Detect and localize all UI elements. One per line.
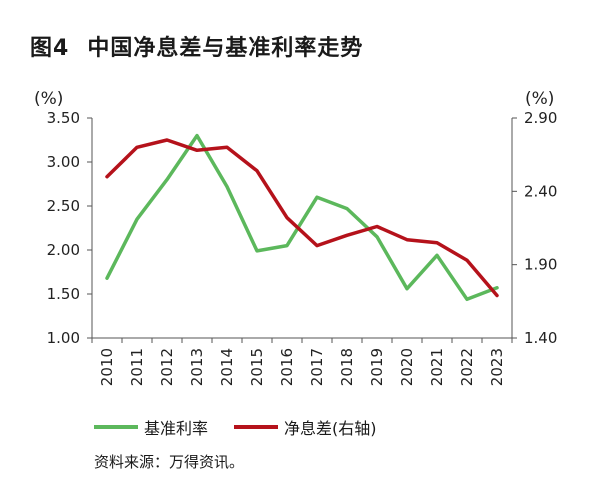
left-tick-label: 3.50 xyxy=(47,109,80,127)
x-tick-label: 2020 xyxy=(398,348,416,386)
nim-line xyxy=(105,138,499,298)
figure-label: 图4 xyxy=(30,36,70,61)
base-rate-point xyxy=(465,298,469,301)
nim-point xyxy=(345,234,349,237)
base-rate-point xyxy=(135,218,139,221)
x-tick-label: 2019 xyxy=(368,348,386,386)
left-tick-label: 1.00 xyxy=(47,329,80,347)
series-lines xyxy=(105,133,499,302)
nim-point xyxy=(225,146,229,149)
right-axis-unit: (%) xyxy=(525,89,554,109)
nim-point xyxy=(375,225,379,228)
base-rate-point xyxy=(495,286,499,290)
x-tick-label: 2011 xyxy=(128,348,146,386)
nim-point xyxy=(105,175,109,178)
x-tick-label: 2018 xyxy=(338,348,356,386)
x-tick-label: 2015 xyxy=(248,348,266,386)
x-tick-label: 2021 xyxy=(428,348,446,386)
right-tick-label: 2.40 xyxy=(524,182,557,200)
nim-point xyxy=(255,169,259,172)
legend-swatch-nim xyxy=(234,425,279,429)
base-rate-point xyxy=(435,254,439,257)
left-axis-unit: (%) xyxy=(34,89,63,109)
base-rate-point xyxy=(405,287,409,290)
figure-title: 中国净息差与基准利率走势 xyxy=(87,36,364,61)
base-rate-point xyxy=(195,134,199,137)
right-tick-label: 2.90 xyxy=(524,109,557,127)
legend-item-nim: 净息差(右轴) xyxy=(234,415,377,439)
nim-point xyxy=(285,216,289,219)
base-rate-point xyxy=(375,235,379,238)
left-tick-label: 2.50 xyxy=(47,197,80,215)
source-note: 资料来源：万得资讯。 xyxy=(94,453,245,471)
nim-point xyxy=(195,149,199,152)
nim-point xyxy=(165,138,169,142)
left-tick-label: 1.50 xyxy=(47,285,80,303)
legend-swatch-base-rate xyxy=(94,425,138,429)
right-tick-label: 1.40 xyxy=(524,329,557,347)
nim-point xyxy=(465,259,469,262)
base-rate-point xyxy=(315,196,319,199)
x-tick-label: 2010 xyxy=(98,348,116,386)
x-tick-label: 2013 xyxy=(188,348,206,386)
right-tick-label: 1.90 xyxy=(524,256,557,274)
x-tick-label: 2012 xyxy=(158,348,176,386)
chart-title: 图4 中国净息差与基准利率走势 xyxy=(30,30,363,62)
legend-item-base-rate: 基准利率 xyxy=(94,415,208,439)
nim-point xyxy=(405,238,409,241)
base-rate-point xyxy=(255,249,259,253)
left-tick-label: 3.00 xyxy=(47,153,80,171)
legend: 基准利率 净息差(右轴) xyxy=(94,415,403,439)
axes: 1.00 1.50 2.00 2.50 3.00 3.50 1.40 1.90 2.40 2.90… xyxy=(47,109,558,386)
x-tick-label: 2016 xyxy=(278,348,296,386)
x-tick-label: 2023 xyxy=(488,348,506,386)
nim-point xyxy=(315,244,319,247)
base-rate-point xyxy=(105,276,109,280)
legend-label-nim: 净息差(右轴) xyxy=(284,419,377,438)
x-tick-label: 2017 xyxy=(308,348,326,386)
x-tick-label: 2014 xyxy=(218,348,236,386)
legend-label-base-rate: 基准利率 xyxy=(144,419,209,438)
base-rate-point xyxy=(345,207,349,210)
nim-point xyxy=(135,146,139,149)
base-rate-point xyxy=(285,244,289,247)
nim-point xyxy=(495,294,499,297)
nim-point xyxy=(435,241,439,244)
x-tick-label: 2022 xyxy=(458,348,476,386)
left-tick-label: 2.00 xyxy=(47,241,80,259)
base-rate-point xyxy=(225,185,229,188)
base-rate-line xyxy=(105,133,499,302)
base-rate-point xyxy=(165,178,169,181)
